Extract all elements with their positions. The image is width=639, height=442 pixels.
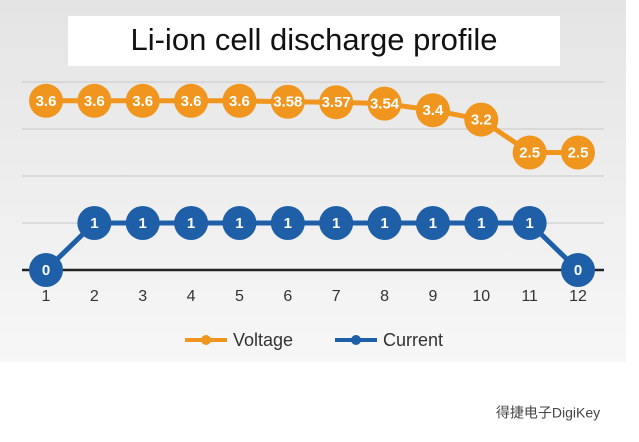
marker: [464, 102, 499, 137]
marker: [222, 83, 257, 118]
legend-label: Current: [383, 330, 443, 350]
marker: [125, 206, 160, 240]
marker: [270, 84, 305, 119]
marker: [77, 206, 112, 240]
marker: [174, 83, 209, 118]
marker: [512, 135, 547, 170]
marker: [367, 86, 402, 121]
x-tick-label: 11: [521, 288, 538, 305]
x-tick-label: 10: [472, 288, 490, 305]
marker: [77, 83, 112, 118]
legend-label: Voltage: [233, 330, 293, 350]
x-tick-label: 12: [569, 288, 587, 305]
data-label: 1: [284, 215, 292, 232]
data-label: 1: [187, 215, 195, 232]
marker: [174, 206, 209, 240]
data-label: 2.5: [519, 144, 540, 161]
chart-title: Li-ion cell discharge profile: [130, 22, 497, 57]
data-label: 3.4: [422, 102, 444, 119]
legend-marker: [351, 335, 361, 345]
data-label: 1: [235, 215, 243, 232]
marker: [367, 206, 402, 240]
x-tick-label: 3: [138, 288, 147, 305]
data-label: 1: [429, 215, 437, 232]
marker: [561, 253, 595, 287]
legend-marker: [201, 335, 211, 345]
data-label: 3.2: [471, 112, 492, 129]
data-label: 3.6: [181, 93, 202, 110]
data-label: 3.6: [84, 93, 105, 110]
x-tick-label: 7: [332, 288, 341, 305]
data-label: 3.6: [36, 93, 57, 110]
data-label: 3.54: [370, 96, 400, 113]
marker: [561, 135, 595, 170]
marker: [512, 206, 547, 240]
marker: [415, 93, 450, 128]
marker: [464, 206, 499, 240]
x-tick-label: 6: [283, 288, 292, 305]
x-tick-label: 1: [42, 288, 51, 305]
marker: [270, 206, 305, 240]
data-label: 0: [42, 262, 50, 279]
data-label: 3.6: [132, 93, 153, 110]
data-label: 1: [380, 215, 388, 232]
data-label: 1: [139, 215, 147, 232]
x-tick-label: 5: [235, 288, 244, 305]
title-box: [68, 16, 560, 66]
watermark: 得捷电子DigiKey: [496, 405, 600, 421]
x-tick-label: 9: [428, 288, 437, 305]
marker: [319, 206, 354, 240]
marker: [415, 206, 450, 240]
data-label: 1: [90, 215, 98, 232]
data-label: 0: [574, 262, 582, 279]
marker: [319, 85, 354, 120]
data-label: 1: [477, 215, 485, 232]
data-label: 3.6: [229, 93, 250, 110]
x-tick-label: 8: [380, 288, 389, 305]
marker: [29, 83, 63, 118]
x-tick-label: 2: [90, 288, 99, 305]
marker: [222, 206, 257, 240]
marker: [29, 253, 63, 287]
data-label: 1: [332, 215, 340, 232]
data-label: 2.5: [568, 144, 589, 161]
data-label: 1: [525, 215, 533, 232]
data-label: 3.58: [273, 94, 302, 111]
data-label: 3.57: [322, 94, 351, 111]
x-tick-label: 4: [187, 288, 196, 305]
marker: [125, 83, 160, 118]
